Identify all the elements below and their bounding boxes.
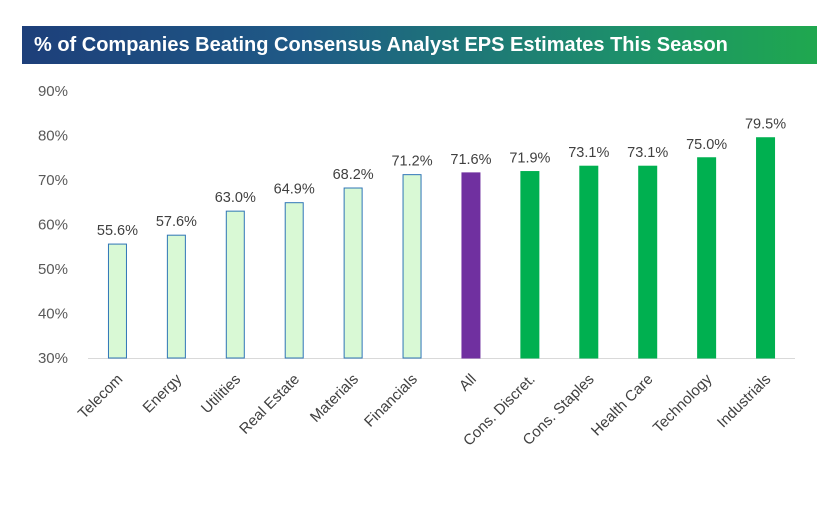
bar: [638, 165, 658, 359]
x-tick-label: Materials: [307, 371, 362, 426]
bar: [343, 187, 363, 359]
x-tick-label: Financials: [361, 371, 421, 431]
y-tick-label: 30%: [38, 350, 68, 367]
data-label: 75.0%: [686, 137, 727, 153]
bar: [520, 171, 540, 359]
x-tick-label: Telecom: [75, 371, 127, 423]
data-label: 57.6%: [156, 214, 197, 230]
data-label: 71.6%: [450, 152, 491, 168]
x-tick-label: Utilities: [198, 371, 244, 417]
y-tick-label: 60%: [38, 217, 68, 234]
y-tick-label: 90%: [38, 83, 68, 100]
data-label: 68.2%: [333, 167, 374, 183]
bar: [284, 202, 304, 359]
data-label: 73.1%: [568, 145, 609, 161]
data-label: 73.1%: [627, 145, 668, 161]
bar: [579, 165, 599, 359]
data-label: 55.6%: [97, 223, 138, 239]
x-tick-label: Energy: [140, 370, 186, 416]
y-tick-label: 50%: [38, 261, 68, 278]
x-tick-label: Industrials: [714, 371, 774, 431]
x-tick-label: Real Estate: [236, 371, 303, 438]
data-label: 71.9%: [509, 151, 550, 167]
bar: [166, 234, 186, 359]
bar: [225, 210, 245, 359]
y-tick-label: 40%: [38, 306, 68, 323]
y-tick-label: 80%: [38, 128, 68, 145]
bar: [697, 157, 717, 359]
bar: [402, 174, 422, 359]
x-tick-label: Technology: [650, 370, 716, 436]
data-label: 64.9%: [274, 182, 315, 198]
data-label: 63.0%: [215, 190, 256, 206]
data-label: 71.2%: [391, 154, 432, 170]
bar: [461, 172, 481, 359]
chart-title-bar: % of Companies Beating Consensus Analyst…: [22, 26, 817, 64]
data-label: 79.5%: [745, 117, 786, 133]
bar: [756, 137, 776, 359]
x-tick-label: Health Care: [588, 371, 657, 440]
y-tick-label: 70%: [38, 172, 68, 189]
x-tick-label: All: [456, 371, 480, 395]
bar: [107, 243, 127, 359]
chart-title: % of Companies Beating Consensus Analyst…: [34, 33, 728, 56]
